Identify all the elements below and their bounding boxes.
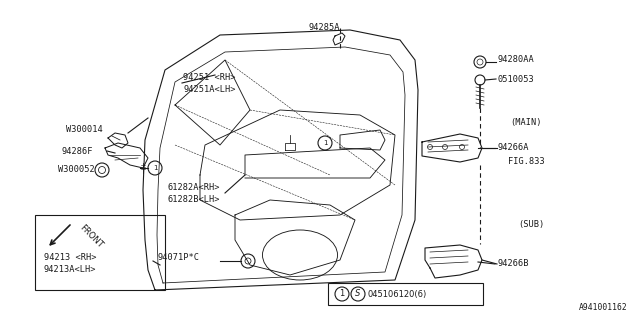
Text: W300014: W300014 xyxy=(66,125,103,134)
Text: S: S xyxy=(355,290,361,299)
Text: 94266A: 94266A xyxy=(498,143,529,153)
Text: 1: 1 xyxy=(153,165,157,171)
Text: 94213 <RH>: 94213 <RH> xyxy=(44,253,97,262)
Bar xyxy=(328,283,483,305)
Text: 1: 1 xyxy=(339,290,344,299)
Text: 94266B: 94266B xyxy=(498,260,529,268)
Text: 94280AA: 94280AA xyxy=(498,55,535,65)
Text: 1: 1 xyxy=(323,140,327,146)
Text: W300052: W300052 xyxy=(58,165,95,174)
Bar xyxy=(35,215,165,290)
Text: 94286F: 94286F xyxy=(62,147,93,156)
Text: 61282A<RH>: 61282A<RH> xyxy=(168,183,221,193)
Text: (MAIN): (MAIN) xyxy=(510,117,541,126)
Text: 94213A<LH>: 94213A<LH> xyxy=(44,266,97,275)
Text: 61282B<LH>: 61282B<LH> xyxy=(168,196,221,204)
Text: FIG.833: FIG.833 xyxy=(508,157,545,166)
Text: A941001162: A941001162 xyxy=(579,303,628,313)
Text: FRONT: FRONT xyxy=(78,223,105,250)
Text: (SUB): (SUB) xyxy=(518,220,544,228)
Text: 94251 <RH>: 94251 <RH> xyxy=(183,74,236,83)
Text: 0510053: 0510053 xyxy=(498,75,535,84)
Text: 94251A<LH>: 94251A<LH> xyxy=(183,85,236,94)
Text: 045106120(6): 045106120(6) xyxy=(368,290,428,299)
Text: 94071P*C: 94071P*C xyxy=(158,253,200,262)
Text: 94285A: 94285A xyxy=(308,23,340,33)
